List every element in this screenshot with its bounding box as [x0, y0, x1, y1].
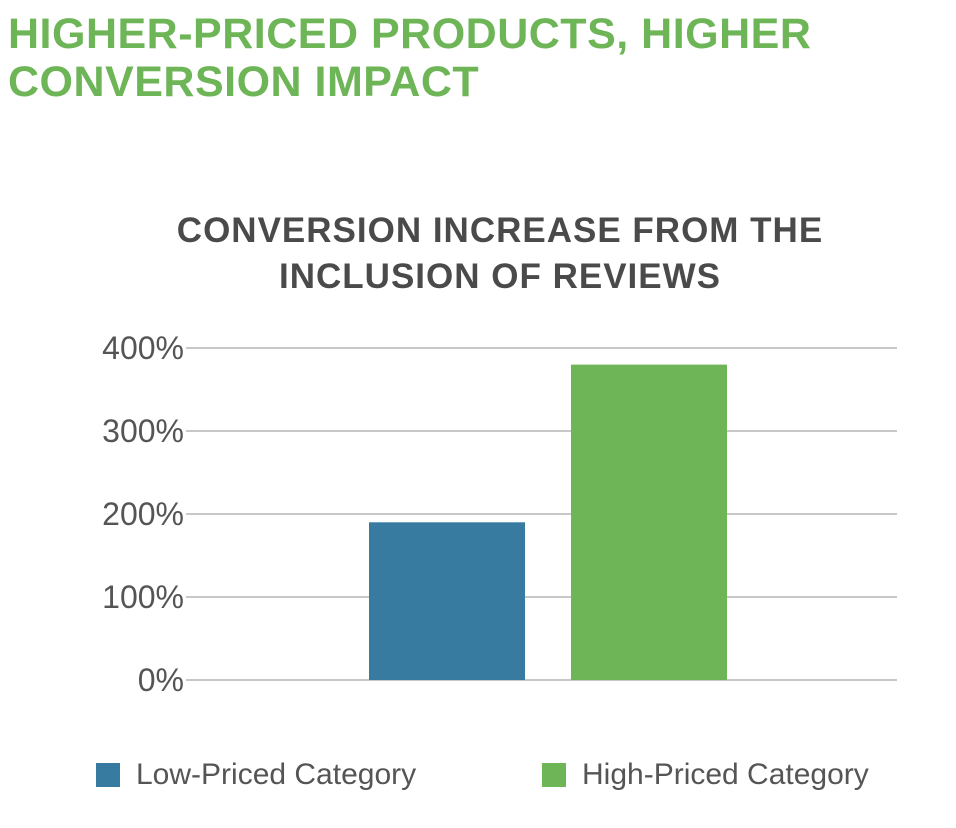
- bar-chart: 0% 100% 200% 300% 400%: [102, 330, 897, 698]
- y-axis-ticks: 0% 100% 200% 300% 400%: [102, 330, 184, 698]
- chart-title-line-1: CONVERSION INCREASE FROM THE: [176, 211, 824, 250]
- y-tick-label-100: 100%: [102, 579, 184, 615]
- legend-label-high-priced: High-Priced Category: [582, 758, 869, 791]
- y-tick-label-0: 0%: [138, 662, 184, 698]
- legend-label-low-priced: Low-Priced Category: [136, 758, 417, 791]
- y-tick-label-400: 400%: [102, 330, 184, 366]
- gridlines: [186, 347, 897, 681]
- y-tick-label-300: 300%: [102, 413, 184, 449]
- legend-swatch-high-priced: [542, 763, 566, 787]
- legend: Low-Priced Category High-Priced Category: [96, 758, 916, 798]
- bar-high-priced-category: [571, 364, 727, 680]
- chart-title-line-2: INCLUSION OF REVIEWS: [279, 257, 721, 296]
- legend-item-low-priced: Low-Priced Category: [96, 758, 416, 792]
- legend-item-high-priced: High-Priced Category: [542, 758, 869, 792]
- bar-low-priced-category: [369, 522, 525, 680]
- headline-line-2: CONVERSION IMPACT: [8, 58, 480, 106]
- headline-line-1: HIGHER-PRICED PRODUCTS, HIGHER: [8, 10, 812, 58]
- y-tick-label-200: 200%: [102, 496, 184, 532]
- chart-title: CONVERSION INCREASE FROM THE INCLUSION O…: [120, 208, 880, 300]
- legend-swatch-low-priced: [96, 763, 120, 787]
- bars: [369, 364, 727, 680]
- headline: HIGHER-PRICED PRODUCTS, HIGHER CONVERSIO…: [8, 10, 908, 106]
